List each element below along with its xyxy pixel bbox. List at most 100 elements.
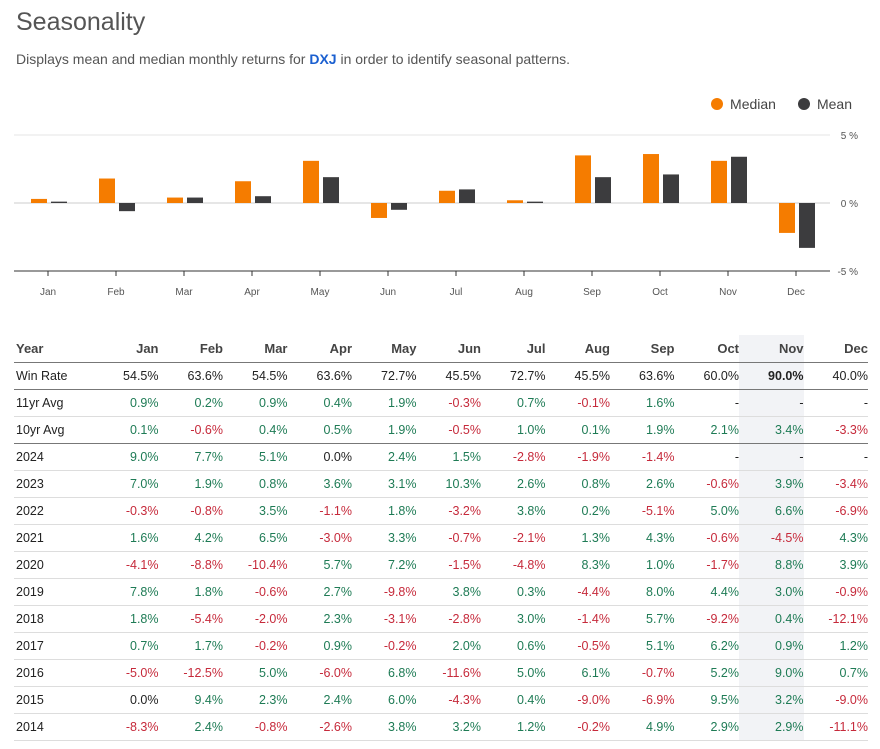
cell-value: 3.6% (287, 470, 352, 498)
cell-value: -0.3% (416, 389, 481, 417)
x-tick-label: Aug (515, 287, 533, 298)
bar-median (439, 190, 455, 203)
cell-value: 0.4% (481, 686, 546, 714)
cell-value: 0.1% (545, 416, 610, 444)
cell-value: 8.8% (739, 551, 804, 579)
median-swatch-icon (711, 98, 724, 110)
cell-value: 2.4% (352, 443, 417, 471)
cell-value: 0.7% (481, 389, 546, 417)
cell-value: 0.1% (94, 416, 159, 444)
column-header[interactable]: Mar (223, 335, 288, 363)
x-tick-label: May (311, 287, 330, 298)
x-tick-label: Dec (787, 287, 805, 298)
cell-value: 3.8% (416, 578, 481, 606)
cell-value: -3.0% (287, 524, 352, 552)
cell-value: 54.5% (94, 362, 159, 390)
cell-value: 5.7% (610, 605, 675, 633)
column-header[interactable]: May (352, 335, 417, 363)
cell-value: 0.4% (739, 605, 804, 633)
table-row: 2024 9.0% 7.7% 5.1% 0.0% 2.4% 1.5% -2.8% -1.9% -1… (14, 443, 868, 471)
legend-mean[interactable]: Mean (797, 96, 852, 112)
bar-mean (799, 203, 815, 248)
column-header[interactable]: Apr (287, 335, 352, 363)
column-header[interactable]: Sep (610, 335, 675, 363)
cell-value: 3.8% (352, 713, 417, 741)
column-header[interactable]: Year (14, 335, 94, 363)
cell-value: -0.5% (416, 416, 481, 444)
cell-value: 7.7% (158, 443, 223, 471)
row-label: 2015 (14, 686, 94, 714)
cell-value: 3.9% (739, 470, 804, 498)
bar-mean (731, 156, 747, 203)
cell-value: -0.8% (158, 497, 223, 525)
cell-value: 2.9% (674, 713, 739, 741)
cell-value: 4.9% (610, 713, 675, 741)
ticker-link[interactable]: DXJ (309, 51, 337, 67)
column-header[interactable]: Jan (94, 335, 159, 363)
cell-value: 2.9% (739, 713, 804, 741)
column-header[interactable]: Jun (416, 335, 481, 363)
column-header[interactable]: Oct (674, 335, 739, 363)
column-header[interactable]: Aug (545, 335, 610, 363)
cell-value: -0.7% (610, 659, 675, 687)
cell-value: -5.4% (158, 605, 223, 633)
column-header[interactable]: Dec (803, 335, 868, 363)
cell-value: -3.2% (416, 497, 481, 525)
cell-value: 2.4% (287, 686, 352, 714)
bar-median (235, 181, 251, 203)
cell-value: -0.2% (352, 632, 417, 660)
column-header[interactable]: Nov (739, 335, 804, 363)
cell-value: 9.0% (739, 659, 804, 687)
cell-value: -3.3% (803, 416, 868, 444)
bar-median (711, 160, 727, 203)
cell-value: -2.1% (481, 524, 546, 552)
cell-value: -8.8% (158, 551, 223, 579)
cell-value: 10.3% (416, 470, 481, 498)
table-row: 2020 -4.1% -8.8% -10.4% 5.7% 7.2% -1.5% -4.8% 8.… (14, 551, 868, 579)
bar-mean (51, 201, 67, 203)
bar-median (575, 155, 591, 203)
cell-value: 1.9% (610, 416, 675, 444)
x-tick-label: Oct (652, 287, 668, 298)
cell-value: -11.6% (416, 659, 481, 687)
cell-value: 0.9% (94, 389, 159, 417)
row-label: 2022 (14, 497, 94, 525)
bar-mean (595, 177, 611, 203)
cell-value: 1.6% (610, 389, 675, 417)
bar-median (167, 197, 183, 203)
cell-value: 0.8% (223, 470, 288, 498)
row-label: 2020 (14, 551, 94, 579)
cell-value: -2.0% (223, 605, 288, 633)
bar-mean (663, 174, 679, 203)
cell-value: 72.7% (352, 362, 417, 390)
cell-value: 40.0% (803, 362, 868, 390)
cell-value: -0.6% (674, 470, 739, 498)
bar-mean (323, 177, 339, 203)
cell-value: 3.2% (739, 686, 804, 714)
cell-value: 2.3% (287, 605, 352, 633)
cell-value: 1.0% (481, 416, 546, 444)
subtitle-text: in order to identify seasonal patterns. (336, 51, 571, 67)
table-row: 2017 0.7% 1.7% -0.2% 0.9% -0.2% 2.0% 0.6% -0.5% 5… (14, 632, 868, 660)
legend-median[interactable]: Median (711, 96, 776, 112)
table-row: 2018 1.8% -5.4% -2.0% 2.3% -3.1% -2.8% 3.0% -1.4… (14, 605, 868, 633)
cell-value: 6.0% (352, 686, 417, 714)
row-label: 11yr Avg (14, 389, 94, 417)
bar-median (507, 200, 523, 203)
column-header[interactable]: Jul (481, 335, 546, 363)
table-row: 2014 -8.3% 2.4% -0.8% -2.6% 3.8% 3.2% 1.2% -0.2%… (14, 713, 868, 741)
cell-value: 7.0% (94, 470, 159, 498)
cell-value: -3.1% (352, 605, 417, 633)
cell-value: -1.4% (545, 605, 610, 633)
cell-value: -3.4% (803, 470, 868, 498)
cell-value: 1.8% (352, 497, 417, 525)
bar-median (779, 203, 795, 233)
cell-value: 5.1% (223, 443, 288, 471)
cell-value: 3.4% (739, 416, 804, 444)
cell-value: 0.9% (739, 632, 804, 660)
cell-value: 90.0% (739, 362, 804, 390)
cell-value: 6.2% (674, 632, 739, 660)
cell-value: -4.8% (481, 551, 546, 579)
column-header[interactable]: Feb (158, 335, 223, 363)
bar-median (303, 160, 319, 203)
